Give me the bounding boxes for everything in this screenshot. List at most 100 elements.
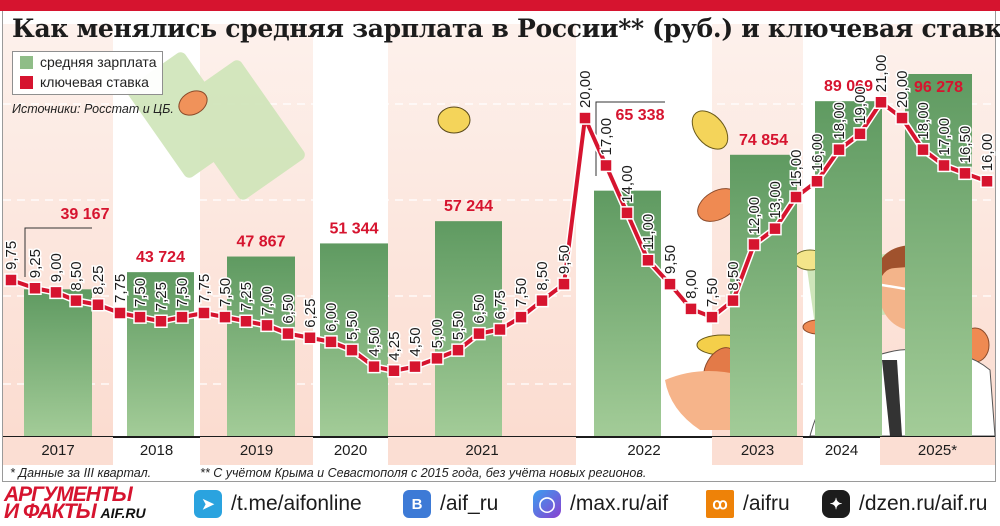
salary-value-label: 96 278: [914, 79, 963, 96]
rate-value-label: 4,25: [386, 332, 403, 361]
salary-value-label: 39 167: [61, 206, 110, 223]
rate-marker: [980, 174, 994, 188]
rate-value-label: 19,00: [852, 86, 869, 124]
rate-marker: [747, 237, 761, 252]
rate-marker: [937, 158, 951, 173]
rate-value-label: 8,50: [534, 261, 551, 290]
rate-marker: [832, 142, 846, 157]
year-label: 2024: [824, 442, 859, 459]
rate-value-label: 7,50: [132, 278, 149, 307]
rate-value-label: 18,00: [915, 102, 932, 140]
logo-site: AIF.RU: [100, 505, 146, 521]
rate-value-label: 7,50: [704, 278, 721, 307]
rate-marker: [557, 277, 571, 291]
salary-bar: [127, 272, 194, 437]
salary-swatch: [20, 55, 33, 69]
salary-value-label: 51 344: [330, 220, 379, 237]
rate-marker: [303, 331, 317, 345]
rate-value-label: 9,75: [3, 241, 20, 270]
aif-logo[interactable]: АРГУМЕНТЫ И ФАКТЫ AIF.RU: [4, 483, 146, 522]
rate-value-label: 16,00: [979, 134, 996, 172]
rate-value-label: 7,25: [238, 282, 255, 311]
odnoklassniki-link[interactable]: ꝏ /aifru: [706, 490, 790, 518]
odnoklassniki-link-label: /aifru: [743, 492, 790, 515]
rate-marker: [663, 277, 677, 291]
rate-marker: [958, 166, 972, 181]
dzen-link[interactable]: ✦ /dzen.ru/aif.ru: [822, 490, 987, 518]
telegram-link-label: /t.me/aifonline: [231, 492, 362, 515]
rate-marker: [91, 298, 105, 312]
rate-value-label: 7,50: [513, 278, 530, 307]
rate-marker: [789, 190, 803, 204]
rate-marker: [535, 293, 549, 308]
salary-value-label: 89 069: [824, 78, 873, 95]
top-accent-bar: [0, 0, 1000, 11]
rate-marker: [218, 310, 232, 324]
footnote-1: * Данные за III квартал.: [10, 466, 152, 480]
salary-bar: [730, 154, 797, 438]
salary-bar: [24, 289, 92, 437]
vk-link[interactable]: B /aif_ru: [403, 490, 498, 518]
rate-marker: [578, 111, 592, 125]
rate-marker: [620, 206, 634, 220]
vk-icon: B: [403, 490, 431, 518]
legend-item-salary: средняя зарплата: [13, 52, 162, 72]
rate-value-label: 8,00: [683, 270, 700, 299]
rate-value-label: 15,00: [788, 150, 805, 188]
rate-marker: [705, 310, 719, 324]
rate-value-label: 6,00: [323, 303, 340, 332]
footer: АРГУМЕНТЫ И ФАКТЫ AIF.RU ➤ /t.me/aifonli…: [0, 484, 1000, 526]
salary-bars: 39 167 43 724 47 867 51 344 57 244 65 338 74 8…: [24, 74, 972, 438]
rate-marker: [69, 293, 83, 308]
rate-marker: [514, 310, 528, 324]
rate-value-label: 6,50: [471, 294, 488, 323]
max-link[interactable]: ◯ /max.ru/aif: [533, 490, 668, 518]
rate-value-label: 12,00: [746, 197, 763, 235]
salary-value-label: 43 724: [136, 249, 185, 266]
salary-value-label: 74 854: [739, 132, 788, 149]
rate-value-label: 5,00: [429, 319, 446, 348]
rate-value-label: 7,50: [217, 278, 234, 307]
salary-bar: [815, 101, 882, 437]
telegram-link[interactable]: ➤ /t.me/aifonline: [194, 490, 362, 518]
rate-marker: [260, 318, 274, 333]
rate-value-label: 7,75: [112, 274, 129, 303]
rate-marker: [430, 351, 444, 366]
rate-marker: [387, 364, 401, 378]
year-label: 2023: [712, 437, 803, 465]
rate-value-label: 7,25: [153, 282, 170, 311]
rate-value-label: 8,50: [68, 261, 85, 290]
salary-value-label: 57 244: [444, 198, 493, 215]
rate-marker: [154, 314, 168, 328]
key-rate-line: 9,75 9,25 9,00 8,50 8,25 7,75 7,50 7,25 7,50 7,75…: [2, 53, 998, 378]
rate-value-label: 7,50: [174, 278, 191, 307]
rate-value-label: 7,00: [259, 286, 276, 315]
rate-value-label: 6,25: [302, 299, 319, 328]
chart-title: Как менялись средняя зарплата в России**…: [12, 14, 1000, 43]
rate-swatch: [20, 75, 33, 89]
max-icon: ◯: [533, 490, 561, 518]
footnote-2: ** С учётом Крыма и Севастополя с 2015 г…: [200, 466, 647, 480]
rate-marker: [345, 343, 359, 357]
max-link-label: /max.ru/aif: [570, 492, 669, 515]
year-label: 2017: [3, 437, 113, 465]
rate-value-label: 7,75: [196, 274, 213, 303]
rate-value-label: 16,50: [957, 126, 974, 164]
rate-marker: [684, 302, 698, 316]
vk-link-label: /aif_ru: [440, 492, 499, 515]
rate-value-label: 6,75: [492, 290, 509, 319]
rate-value-label: 6,50: [280, 294, 297, 323]
rate-value-label: 9,25: [27, 249, 44, 278]
rate-marker: [768, 221, 782, 236]
rate-value-label: 20,00: [894, 71, 911, 109]
rate-value-label: 14,00: [619, 165, 636, 203]
year-label: 2018: [139, 442, 174, 459]
rate-value-label: 20,00: [577, 71, 594, 109]
logo-line-1: АРГУМЕНТЫ: [4, 483, 133, 506]
rate-marker: [895, 111, 909, 125]
rate-marker: [49, 285, 63, 300]
rate-marker: [133, 310, 147, 324]
rate-marker: [853, 127, 867, 141]
rate-value-label: 16,00: [809, 134, 826, 172]
rate-marker: [175, 310, 189, 324]
